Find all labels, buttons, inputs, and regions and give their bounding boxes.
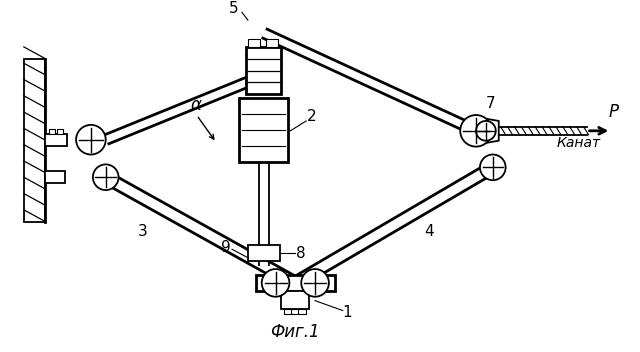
- Polygon shape: [476, 117, 499, 145]
- Bar: [298, 309, 306, 314]
- Text: 2: 2: [307, 109, 317, 125]
- Text: 8: 8: [296, 246, 306, 261]
- Text: Канат: Канат: [557, 136, 601, 150]
- Circle shape: [480, 155, 506, 180]
- Text: P: P: [609, 103, 618, 121]
- Text: 5: 5: [229, 1, 239, 16]
- Bar: [466, 125, 488, 137]
- Text: Фиг.1: Фиг.1: [271, 323, 320, 341]
- Bar: [248, 39, 260, 47]
- Text: 1: 1: [342, 305, 351, 320]
- Circle shape: [301, 269, 329, 297]
- Circle shape: [76, 125, 106, 155]
- Circle shape: [476, 121, 496, 141]
- Circle shape: [460, 115, 492, 147]
- Bar: [266, 39, 278, 47]
- Text: 7: 7: [486, 96, 495, 111]
- Bar: [256, 275, 335, 291]
- Text: 4: 4: [424, 224, 433, 239]
- Circle shape: [262, 269, 289, 297]
- Bar: [466, 120, 472, 125]
- Bar: [24, 59, 45, 222]
- Text: 9: 9: [221, 240, 231, 255]
- Text: 3: 3: [138, 224, 147, 239]
- Bar: [45, 134, 67, 146]
- Bar: [248, 245, 280, 261]
- Bar: [49, 129, 56, 134]
- Bar: [58, 129, 63, 134]
- Bar: [483, 162, 502, 173]
- Bar: [239, 98, 289, 162]
- Bar: [291, 309, 300, 314]
- Bar: [45, 171, 65, 183]
- Bar: [282, 291, 309, 309]
- Bar: [246, 47, 282, 94]
- Bar: [284, 309, 292, 314]
- Bar: [478, 120, 484, 125]
- Circle shape: [93, 164, 118, 190]
- Text: $\alpha$: $\alpha$: [189, 96, 202, 114]
